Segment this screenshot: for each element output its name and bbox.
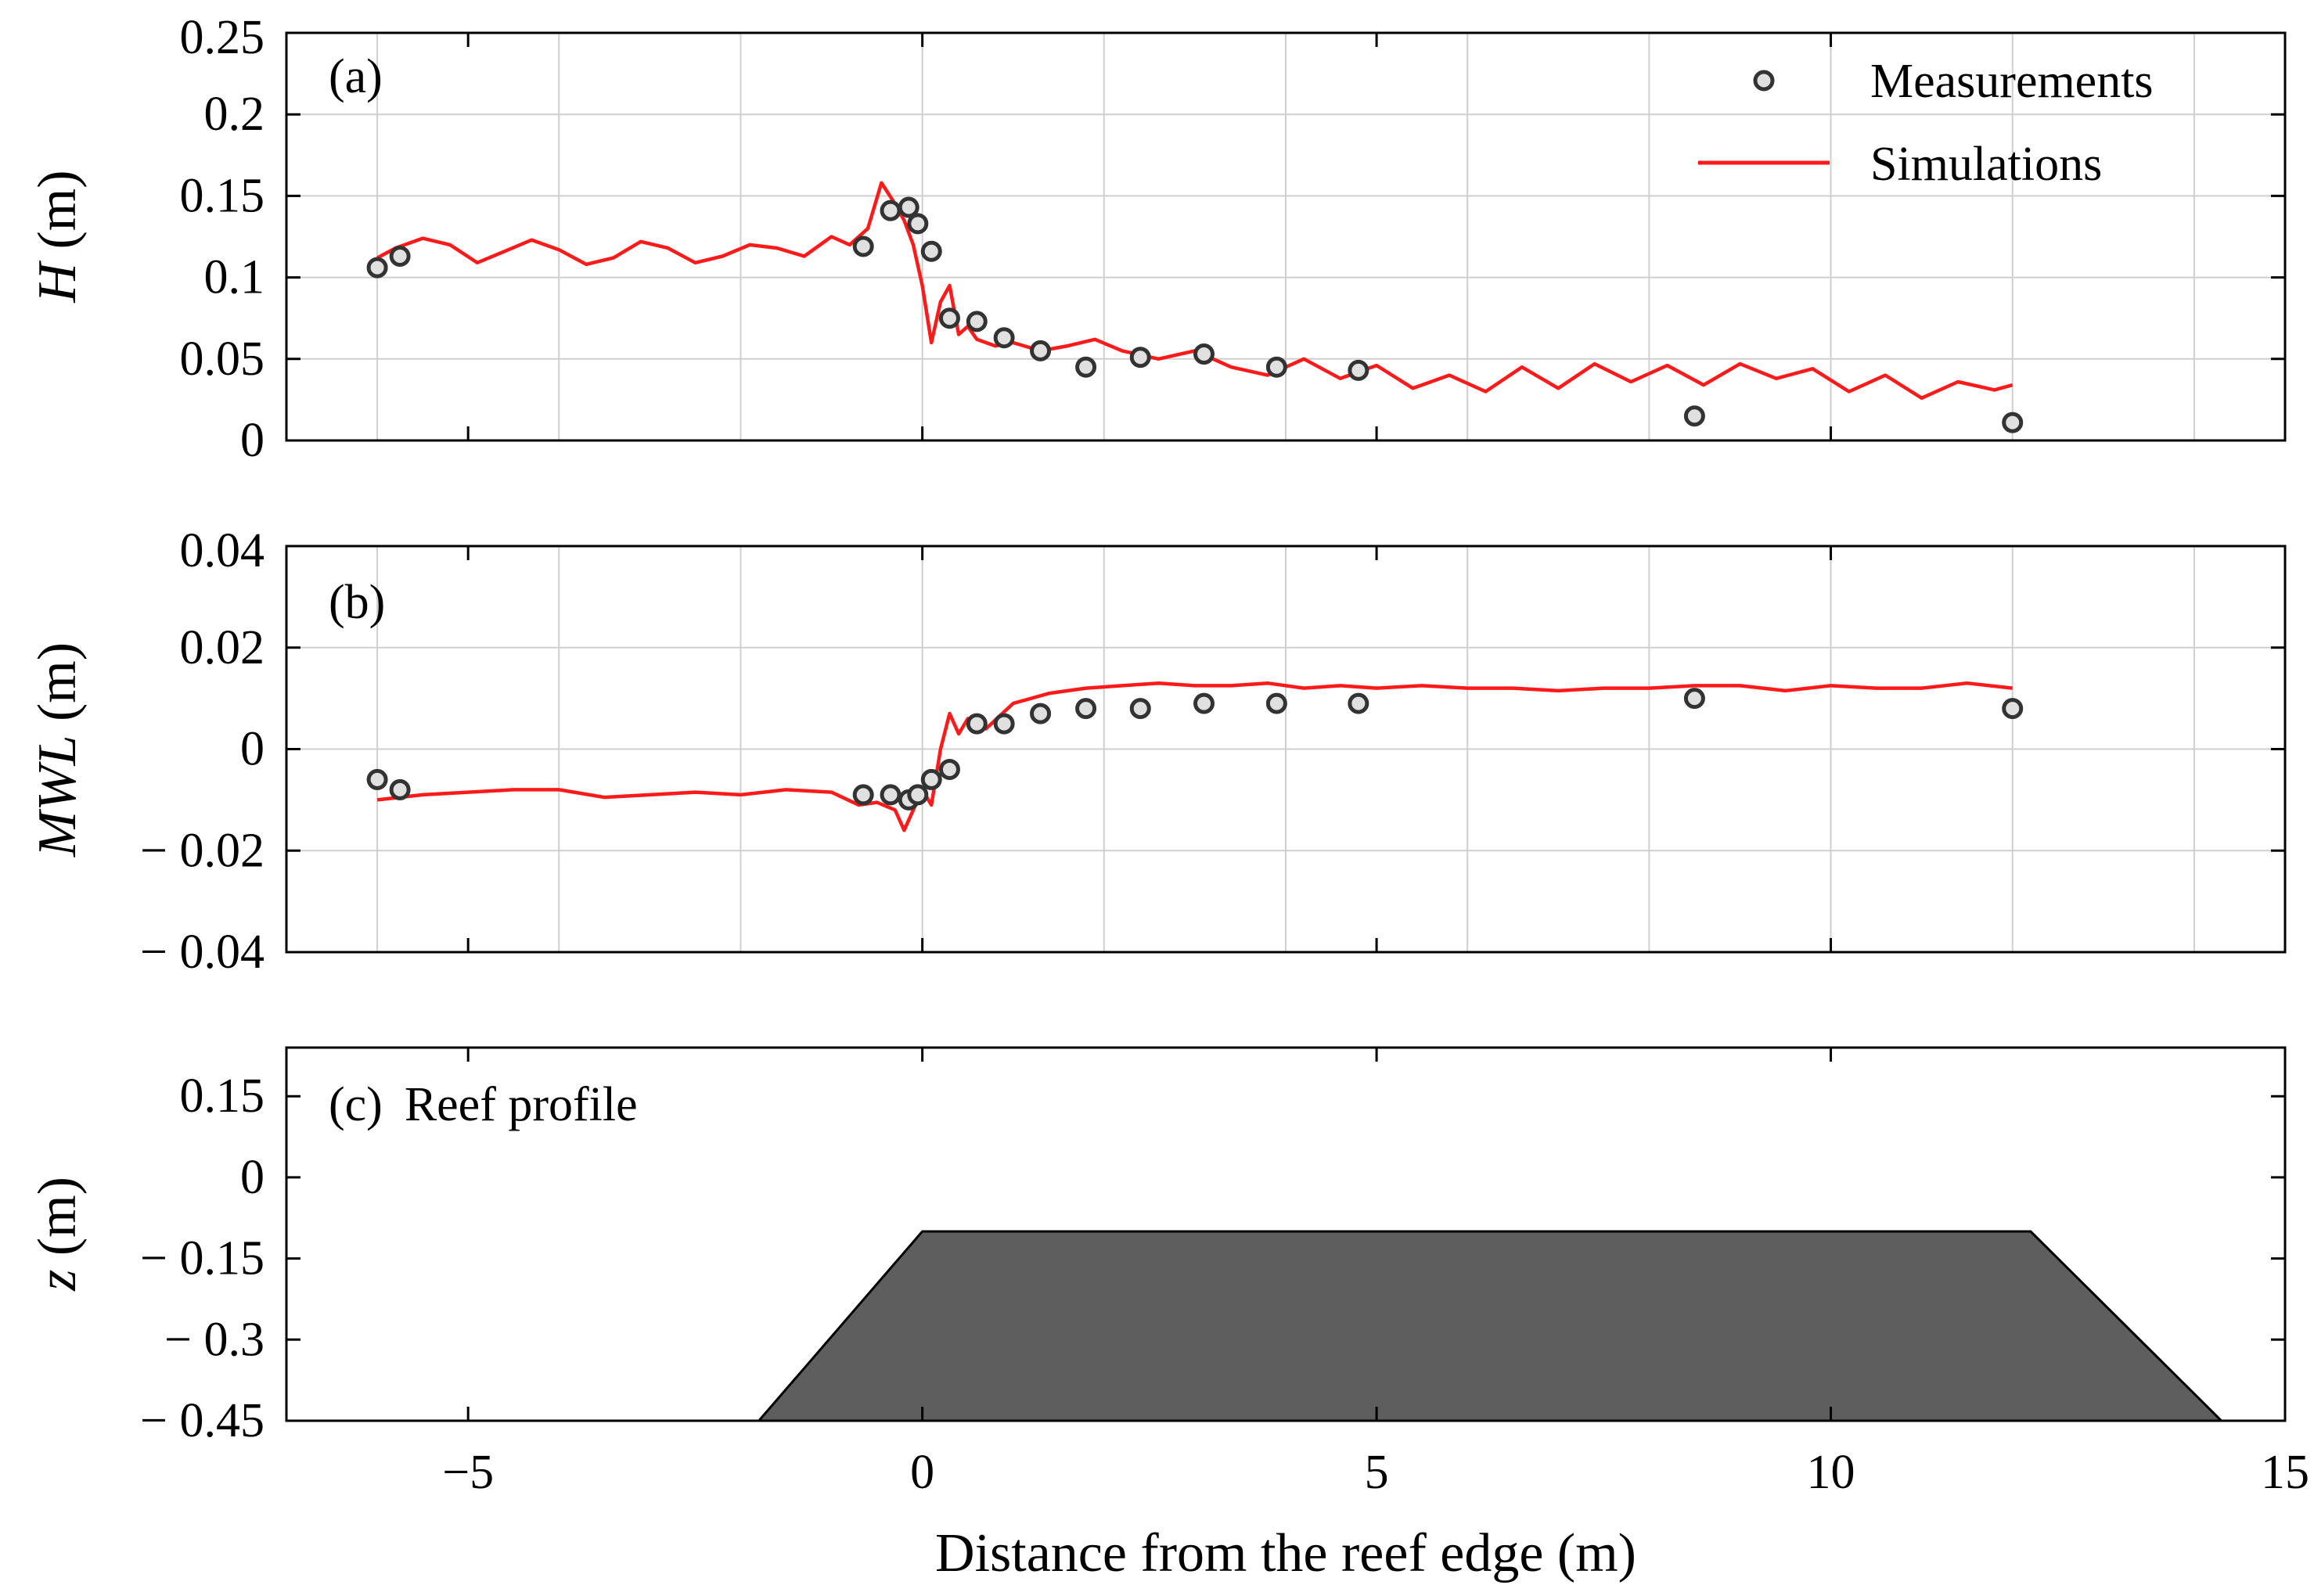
measurement-point bbox=[1193, 343, 1215, 365]
measurement-point bbox=[1075, 698, 1097, 720]
panel-a-y-ticks: 0 0.05 0.1 0.15 0.2 0.25 bbox=[180, 11, 2285, 467]
y-tick-label: − 0.3 bbox=[164, 1313, 265, 1366]
measurement-point bbox=[1265, 692, 1287, 714]
measurement-point bbox=[938, 307, 960, 329]
measurement-point bbox=[920, 240, 942, 262]
y-tick-label: 0 bbox=[240, 414, 265, 467]
y-tick-label: 0.2 bbox=[204, 88, 265, 141]
y-tick-label: 0.02 bbox=[180, 621, 265, 674]
panel-b-mean-water-level: − 0.04 − 0.02 0 0.02 0.04 (b) MWL (m) bbox=[27, 524, 2287, 979]
panel-a-wave-height: 0 0.05 0.1 0.15 0.2 0.25 (a) H (m) Measuremen… bbox=[27, 11, 2287, 467]
measurement-point bbox=[1348, 359, 1369, 381]
measurement-point bbox=[2002, 698, 2024, 720]
panel-a-simulation-series bbox=[376, 181, 2014, 401]
x-tick-label: −5 bbox=[442, 1446, 494, 1499]
measurement-point bbox=[1193, 692, 1215, 714]
panel-b-simulation-series bbox=[376, 681, 2013, 832]
measurement-point bbox=[366, 257, 388, 279]
measurement-point bbox=[966, 311, 988, 332]
measurement-point bbox=[1030, 340, 1052, 361]
measurement-point bbox=[852, 235, 874, 257]
measurement-point bbox=[1683, 405, 1705, 427]
simulation-line bbox=[376, 681, 2013, 832]
panel-a-label: (a) bbox=[329, 50, 383, 103]
legend-entry-simulations: Simulations bbox=[1870, 138, 2102, 191]
panel-b-x-ticks bbox=[466, 546, 1833, 952]
x-tick-labels: −5 0 5 10 15 bbox=[442, 1446, 2309, 1499]
x-axis-label: Distance from the reef edge (m) bbox=[935, 1523, 1636, 1583]
measurement-point bbox=[880, 200, 901, 221]
panel-a-y-axis-label: H (m) bbox=[27, 170, 88, 303]
panel-c-reef-profile: − 0.45 − 0.3 − 0.15 0 0.15 (c) Reef profile z… bbox=[27, 1046, 2309, 1583]
measurement-point bbox=[389, 778, 411, 800]
measurement-point bbox=[1265, 356, 1287, 378]
reef-polygon bbox=[756, 1230, 2225, 1422]
measurement-point bbox=[938, 758, 960, 780]
panel-c-y-ticks: − 0.45 − 0.3 − 0.15 0 0.15 bbox=[140, 1069, 2285, 1447]
measurement-point bbox=[1129, 347, 1151, 368]
legend: Measurements Simulations bbox=[1698, 55, 2154, 191]
measurement-point bbox=[966, 713, 988, 735]
y-tick-label: 0.1 bbox=[204, 251, 265, 304]
legend-entry-measurements: Measurements bbox=[1870, 55, 2154, 108]
measurement-point bbox=[1075, 356, 1097, 378]
y-tick-label: 0.05 bbox=[180, 332, 265, 386]
measurement-point bbox=[1683, 688, 1705, 710]
measurement-point bbox=[1129, 698, 1151, 720]
panel-a-frame bbox=[285, 31, 2287, 442]
x-tick-label: 5 bbox=[1365, 1446, 1389, 1499]
y-tick-label: 0.25 bbox=[180, 11, 265, 64]
measurement-point bbox=[920, 768, 942, 790]
panel-c-frame bbox=[285, 1046, 2287, 1422]
simulation-line bbox=[376, 181, 2014, 401]
y-tick-label: − 0.02 bbox=[140, 824, 265, 877]
legend-measurement-marker bbox=[1753, 70, 1775, 92]
panel-a-measurement-series bbox=[366, 196, 2024, 433]
panel-a-x-ticks bbox=[466, 33, 1833, 440]
panel-b-y-axis-label: MWL (m) bbox=[27, 642, 88, 857]
y-tick-label: 0.15 bbox=[180, 169, 265, 222]
measurement-point bbox=[907, 213, 929, 235]
panel-c-label: (c) Reef profile bbox=[329, 1078, 638, 1131]
y-tick-label: − 0.45 bbox=[140, 1394, 265, 1447]
measurement-point bbox=[1030, 703, 1052, 724]
y-tick-label: − 0.04 bbox=[140, 926, 265, 979]
y-tick-label: 0.04 bbox=[180, 524, 265, 577]
panel-c-reef-polygon-group bbox=[756, 1230, 2225, 1422]
measurement-point bbox=[993, 327, 1015, 349]
panel-c-x-ticks bbox=[466, 1048, 1833, 1421]
y-tick-label: − 0.15 bbox=[140, 1232, 265, 1285]
measurement-point bbox=[852, 784, 874, 806]
measurement-point bbox=[1348, 692, 1369, 714]
panel-b-y-ticks: − 0.04 − 0.02 0 0.02 0.04 bbox=[140, 524, 2285, 979]
measurement-point bbox=[880, 784, 901, 806]
measurement-point bbox=[907, 784, 929, 806]
panel-b-measurement-series bbox=[366, 688, 2024, 811]
y-tick-label: 0 bbox=[240, 1151, 265, 1204]
panel-b-label: (b) bbox=[329, 576, 385, 629]
x-tick-label: 0 bbox=[910, 1446, 934, 1499]
panel-b-grid bbox=[286, 545, 2285, 953]
measurement-point bbox=[898, 196, 919, 218]
panel-c-y-axis-label: z (m) bbox=[27, 1177, 88, 1292]
measurement-point bbox=[2002, 412, 2024, 433]
x-tick-label: 10 bbox=[1807, 1446, 1855, 1499]
x-tick-label: 15 bbox=[2261, 1446, 2309, 1499]
measurement-point bbox=[389, 246, 411, 268]
y-tick-label: 0.15 bbox=[180, 1069, 265, 1123]
measurement-point bbox=[366, 768, 388, 790]
y-tick-label: 0 bbox=[240, 723, 265, 776]
measurement-point bbox=[993, 713, 1015, 735]
